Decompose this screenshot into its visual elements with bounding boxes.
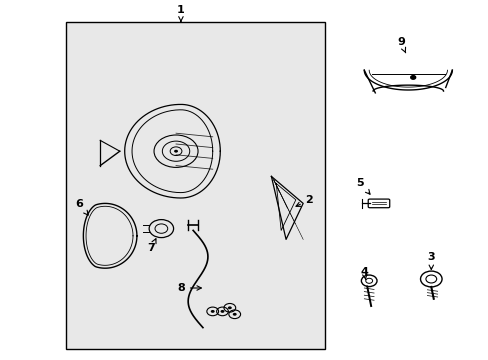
Text: 9: 9 xyxy=(396,37,405,53)
Circle shape xyxy=(410,76,415,79)
Circle shape xyxy=(220,310,224,313)
Text: 6: 6 xyxy=(75,199,88,215)
Text: 3: 3 xyxy=(427,252,434,270)
Text: 7: 7 xyxy=(147,239,156,253)
Circle shape xyxy=(174,150,178,153)
Text: 4: 4 xyxy=(360,267,367,280)
Circle shape xyxy=(227,306,231,309)
Circle shape xyxy=(232,313,236,316)
Text: 8: 8 xyxy=(177,283,201,293)
Circle shape xyxy=(210,310,214,313)
Text: 2: 2 xyxy=(295,195,313,206)
Text: 1: 1 xyxy=(177,5,184,21)
Bar xyxy=(66,22,325,349)
Text: 5: 5 xyxy=(356,178,369,194)
